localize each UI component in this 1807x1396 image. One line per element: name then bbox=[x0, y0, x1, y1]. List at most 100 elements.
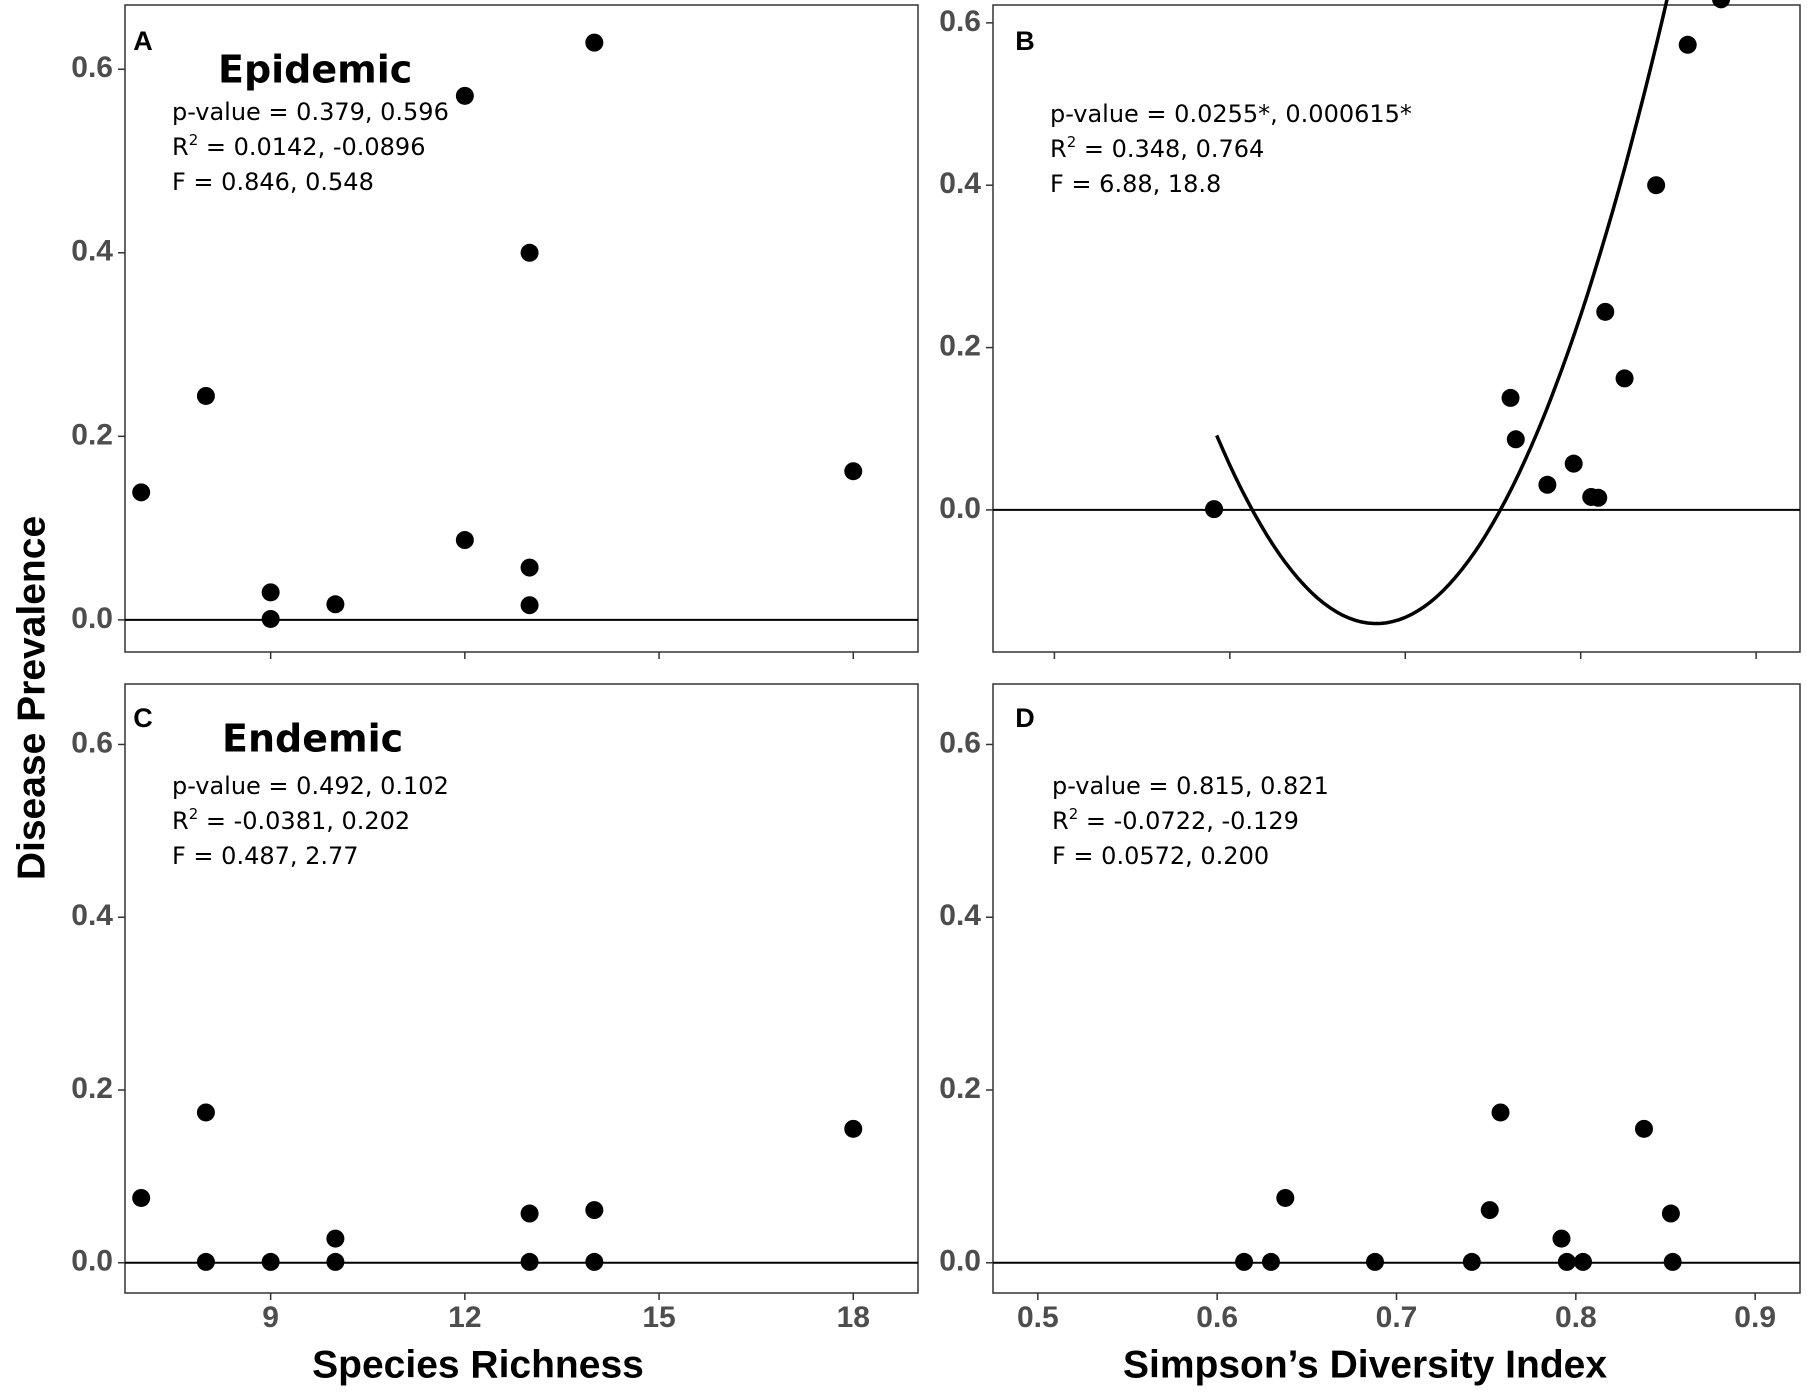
stat-line: p-value = 0.492, 0.102 bbox=[172, 772, 449, 800]
data-point bbox=[261, 583, 280, 602]
y-tick-label: 0.6 bbox=[939, 5, 981, 38]
data-point bbox=[1480, 1201, 1499, 1220]
x-tick-label: 0.6 bbox=[1196, 1301, 1238, 1334]
stat-line: R2 = 0.348, 0.764 bbox=[1050, 133, 1264, 163]
data-point bbox=[585, 1252, 604, 1271]
y-tick-label: 0.2 bbox=[939, 329, 981, 362]
data-point bbox=[1574, 1252, 1593, 1271]
panel-D: 0.0 0.2 0.4 0.6 0.5 0.6 0.7 0.8 0.9 Dp-value = 0.… bbox=[939, 683, 1801, 1334]
panel-A: 0.0 0.2 0.4 0.6 A Epidemic p-value = 0.379, 0.… bbox=[71, 4, 919, 659]
panel-letter: C bbox=[133, 703, 153, 733]
panel-B-border bbox=[992, 4, 1801, 653]
stat-text: R bbox=[172, 807, 189, 835]
stat-text: F = 0.846, 0.548 bbox=[172, 168, 374, 196]
data-point bbox=[520, 558, 539, 577]
stat-text: R bbox=[1050, 135, 1067, 163]
data-point bbox=[1557, 1252, 1576, 1271]
stat-text: F = 0.0572, 0.200 bbox=[1052, 842, 1269, 870]
data-point bbox=[455, 531, 474, 550]
stat-line: R2 = -0.0722, -0.129 bbox=[1052, 805, 1299, 835]
y-tick-label: 0.0 bbox=[71, 602, 113, 635]
data-point bbox=[1205, 500, 1224, 519]
data-point bbox=[1564, 454, 1583, 473]
panel-C: 0.0 0.2 0.4 0.6 9 12 15 18 C Endemic p-value = 0.4… bbox=[71, 683, 919, 1334]
x-tick-label: 9 bbox=[262, 1301, 279, 1334]
stat-line: F = 0.846, 0.548 bbox=[172, 168, 374, 196]
panel-C-border bbox=[124, 683, 919, 1294]
data-point bbox=[1501, 388, 1520, 407]
y-tick-label: 0.2 bbox=[71, 418, 113, 451]
y-axis-title: Disease Prevalence bbox=[10, 516, 53, 880]
data-point bbox=[1712, 0, 1731, 9]
stat-text: F = 6.88, 18.8 bbox=[1050, 170, 1221, 198]
data-point bbox=[1462, 1252, 1481, 1271]
panel-letter: A bbox=[133, 26, 153, 56]
panels-group: 0.0 0.2 0.4 0.6 A Epidemic p-value = 0.379, 0.… bbox=[71, 0, 1801, 1334]
stat-superscript: 2 bbox=[189, 805, 199, 823]
stat-text: R bbox=[1052, 807, 1069, 835]
panel-B: 0.0 0.2 0.4 0.6 Bp-value = 0.0255*, 0.000615… bbox=[939, 0, 1801, 659]
stat-line: p-value = 0.0255*, 0.000615* bbox=[1050, 100, 1412, 128]
stat-superscript: 2 bbox=[189, 131, 199, 149]
data-point bbox=[261, 609, 280, 628]
x-tick-label: 0.9 bbox=[1734, 1301, 1776, 1334]
x-axis-title-species-richness: Species Richness bbox=[312, 1343, 644, 1386]
panel-letter: D bbox=[1015, 703, 1035, 733]
stat-text: = -0.0381, 0.202 bbox=[198, 807, 410, 835]
y-tick-label: 0.4 bbox=[71, 899, 113, 932]
data-point bbox=[1661, 1204, 1680, 1223]
y-tick-label: 0.6 bbox=[71, 726, 113, 759]
data-point bbox=[261, 1252, 280, 1271]
stat-line: p-value = 0.815, 0.821 bbox=[1052, 772, 1329, 800]
data-point bbox=[1596, 302, 1615, 321]
y-tick-label: 0.0 bbox=[71, 1245, 113, 1278]
x-tick-label: 15 bbox=[642, 1301, 675, 1334]
stat-line: F = 0.0572, 0.200 bbox=[1052, 842, 1269, 870]
stat-text: R bbox=[172, 133, 189, 161]
y-tick-label: 0.0 bbox=[939, 492, 981, 525]
stat-text: p-value = 0.815, 0.821 bbox=[1052, 772, 1329, 800]
stat-text: p-value = 0.0255*, 0.000615* bbox=[1050, 100, 1412, 128]
panel-title: Epidemic bbox=[218, 48, 412, 92]
data-point bbox=[455, 86, 474, 105]
x-tick-label: 0.5 bbox=[1017, 1301, 1059, 1334]
panel-letter: B bbox=[1015, 26, 1035, 56]
data-point bbox=[1538, 475, 1557, 494]
data-point bbox=[585, 1201, 604, 1220]
quadratic-fit-curve bbox=[1215, 0, 1669, 626]
stat-text: p-value = 0.379, 0.596 bbox=[172, 98, 449, 126]
stat-superscript: 2 bbox=[1067, 133, 1077, 151]
data-point bbox=[844, 1119, 863, 1138]
data-point bbox=[1365, 1252, 1384, 1271]
data-point bbox=[520, 1252, 539, 1271]
stat-line: R2 = 0.0142, -0.0896 bbox=[172, 131, 425, 161]
y-tick-label: 0.4 bbox=[71, 235, 113, 268]
data-point bbox=[1506, 430, 1525, 449]
x-tick-label: 12 bbox=[448, 1301, 481, 1334]
data-point bbox=[520, 1204, 539, 1223]
stat-text: = 0.348, 0.764 bbox=[1076, 135, 1264, 163]
x-axis-title-simpsons-index: Simpson’s Diversity Index bbox=[1123, 1343, 1607, 1386]
data-point bbox=[1589, 488, 1608, 507]
data-point bbox=[844, 462, 863, 481]
y-tick-label: 0.4 bbox=[939, 899, 981, 932]
data-point bbox=[1491, 1103, 1510, 1122]
stat-text: = -0.0722, -0.129 bbox=[1078, 807, 1299, 835]
data-point bbox=[1647, 176, 1666, 195]
data-point bbox=[326, 1229, 345, 1248]
data-point bbox=[1634, 1119, 1653, 1138]
data-point bbox=[1678, 35, 1697, 54]
data-point bbox=[196, 1252, 215, 1271]
data-point bbox=[326, 595, 345, 614]
y-tick-label: 0.4 bbox=[939, 167, 981, 200]
x-tick-label: 0.7 bbox=[1376, 1301, 1418, 1334]
data-point bbox=[1615, 369, 1634, 388]
data-point bbox=[196, 1103, 215, 1122]
x-tick-label: 0.8 bbox=[1555, 1301, 1597, 1334]
y-tick-label: 0.6 bbox=[939, 726, 981, 759]
panel-title: Endemic bbox=[222, 717, 403, 761]
stat-text: = 0.0142, -0.0896 bbox=[198, 133, 425, 161]
data-point bbox=[520, 596, 539, 615]
stat-line: R2 = -0.0381, 0.202 bbox=[172, 805, 410, 835]
